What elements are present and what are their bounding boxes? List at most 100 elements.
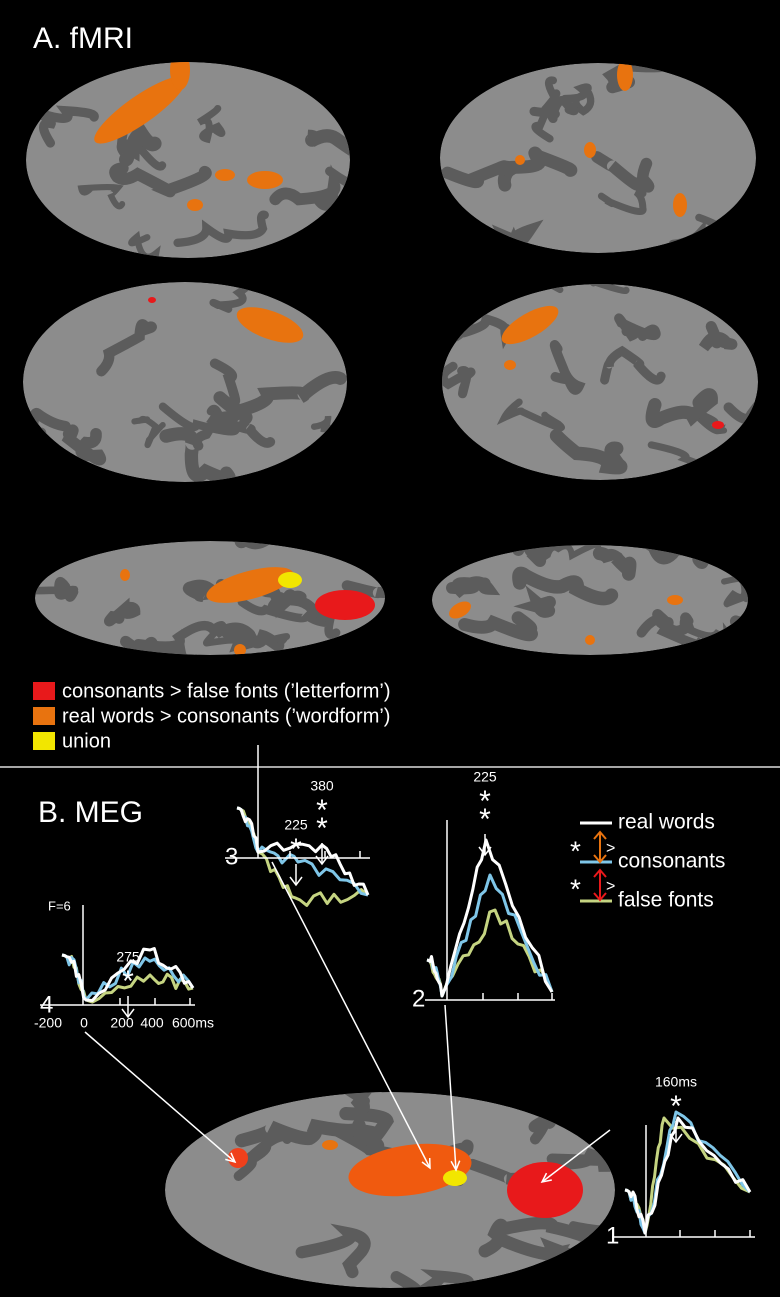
sulcus — [446, 576, 501, 599]
sulcus — [133, 620, 256, 651]
legend-label: false fonts — [618, 889, 714, 912]
legend-swatch — [33, 707, 55, 725]
sulcus — [549, 428, 628, 475]
sulcus — [531, 76, 561, 143]
sulcus — [305, 129, 350, 168]
activation — [504, 360, 516, 370]
activation — [507, 1162, 583, 1218]
activation — [712, 421, 724, 429]
sulcus — [549, 340, 586, 395]
peak-arrowhead — [315, 855, 329, 866]
cortex — [26, 62, 350, 258]
sulcus — [96, 319, 157, 377]
significance-star: * — [290, 833, 302, 866]
activation — [322, 1140, 338, 1150]
sulcus — [512, 566, 619, 606]
meg-trace — [236, 806, 370, 896]
x-tick-label: 200 — [110, 1015, 134, 1031]
plot-number: 1 — [606, 1222, 619, 1249]
peak-arrowhead — [289, 876, 303, 887]
connector-head — [450, 1160, 461, 1172]
panel-title: B. MEG — [38, 796, 143, 829]
sulcus — [290, 1092, 377, 1114]
sulcus — [128, 230, 161, 258]
sulcus — [591, 151, 655, 193]
sulcus — [275, 589, 335, 623]
connector-head — [540, 1172, 552, 1184]
meg-trace — [61, 947, 195, 1002]
x-tick-label: 600ms — [172, 1015, 214, 1031]
brain — [35, 541, 385, 655]
activation — [443, 1170, 467, 1186]
sulcus — [592, 546, 637, 581]
significance-star: * — [479, 803, 491, 836]
legend-arrowhead — [593, 868, 607, 902]
legend-swatch — [33, 732, 55, 750]
activation — [501, 305, 559, 345]
plot-number: 4 — [40, 991, 53, 1018]
sulcus — [295, 1223, 371, 1279]
plot-number: 2 — [412, 985, 425, 1012]
activation — [617, 63, 633, 91]
connector — [84, 1031, 236, 1163]
plot-number: 3 — [225, 843, 238, 870]
significance-star: * — [479, 785, 491, 818]
sulcus — [209, 358, 253, 427]
connector-head — [421, 1157, 431, 1170]
sulcus — [561, 83, 595, 116]
sulcus — [458, 611, 538, 642]
peak-latency: 225 — [473, 769, 497, 785]
panel-title: A. fMRI — [33, 22, 133, 55]
connector — [541, 1129, 611, 1183]
sulcus — [209, 282, 259, 313]
sulcus — [116, 123, 162, 167]
activation — [236, 307, 304, 343]
sulcus — [698, 320, 738, 352]
meg-trace — [426, 838, 554, 998]
legend-star: * — [570, 835, 581, 866]
significance-star: * — [316, 812, 328, 845]
meg-trace — [624, 1116, 752, 1235]
activation — [278, 572, 302, 588]
activation — [584, 142, 596, 158]
peak-arrowhead — [121, 1008, 135, 1019]
legend-swatch — [33, 682, 55, 700]
sulcus — [442, 361, 476, 399]
peak-arrowhead — [478, 846, 492, 857]
significance-star: * — [316, 794, 328, 827]
activation — [585, 635, 595, 645]
activation — [120, 569, 130, 581]
sulcus — [339, 1107, 394, 1154]
activation — [228, 1148, 248, 1168]
activation — [449, 601, 471, 619]
brain — [26, 62, 350, 258]
sulcus — [546, 1146, 615, 1173]
sulcus — [310, 415, 347, 433]
sulcus — [237, 597, 341, 639]
sulcus — [77, 183, 126, 210]
x-tick-label: 400 — [140, 1015, 164, 1031]
sulcus — [35, 576, 79, 602]
activation — [515, 155, 525, 165]
sulcus — [614, 313, 661, 342]
brain — [23, 282, 347, 482]
activation — [170, 62, 190, 90]
activation — [673, 193, 687, 217]
sulcus — [196, 104, 226, 144]
legend-label: consonants — [618, 850, 725, 873]
activation — [234, 644, 246, 655]
legend-star: * — [570, 873, 581, 904]
sulcus — [478, 1216, 599, 1258]
x-tick-label: -200 — [34, 1015, 62, 1031]
activation — [187, 199, 203, 211]
meg-trace — [236, 806, 369, 897]
activation — [667, 595, 683, 605]
legend-sign: > — [606, 878, 615, 895]
sulcus — [645, 388, 718, 428]
peak-latency: 225 — [284, 817, 308, 833]
activation — [148, 297, 156, 303]
sulcus — [539, 284, 630, 295]
sulcus — [513, 585, 556, 618]
